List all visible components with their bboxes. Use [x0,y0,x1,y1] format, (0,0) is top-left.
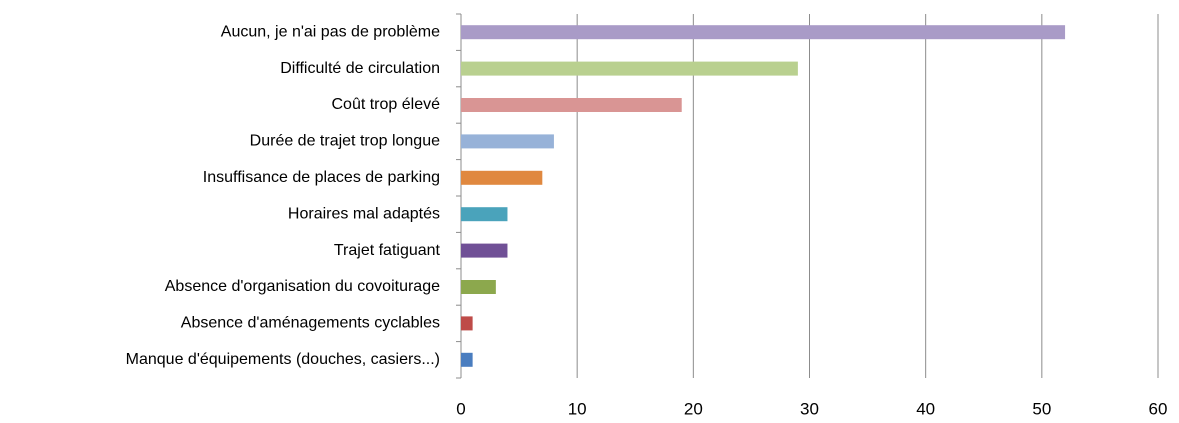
bar [461,25,1066,40]
x-tick-label: 10 [568,399,587,418]
x-tick-label: 40 [916,399,935,418]
x-tick-label: 0 [456,399,465,418]
y-tick-label: Absence d'aménagements cyclables [181,315,440,332]
y-tick-label: Absence d'organisation du covoiturage [165,278,440,295]
x-tick-label: 30 [800,399,819,418]
y-tick-label: Difficulté de circulation [280,60,440,77]
y-tick-label: Insuffisance de places de parking [203,169,440,186]
bar [461,352,473,367]
y-tick-label: Trajet fatiguant [334,242,441,259]
y-tick-label: Coût trop élevé [331,96,440,113]
bar [461,61,798,76]
y-tick-label: Durée de trajet trop longue [250,133,440,150]
bar [461,134,554,149]
y-tick-label: Manque d'équipements (douches, casiers..… [126,351,440,368]
x-tick-label: 60 [1149,399,1168,418]
y-tick-label: Horaires mal adaptés [288,205,440,222]
y-tick-label: Aucun, je n'ai pas de problème [221,23,440,40]
bar [461,170,543,185]
bar [461,280,496,294]
bar [461,207,508,222]
bar [461,98,682,112]
bar [461,243,508,258]
x-tick-label: 20 [684,399,703,418]
bar [461,316,473,331]
x-tick-label: 50 [1032,399,1051,418]
